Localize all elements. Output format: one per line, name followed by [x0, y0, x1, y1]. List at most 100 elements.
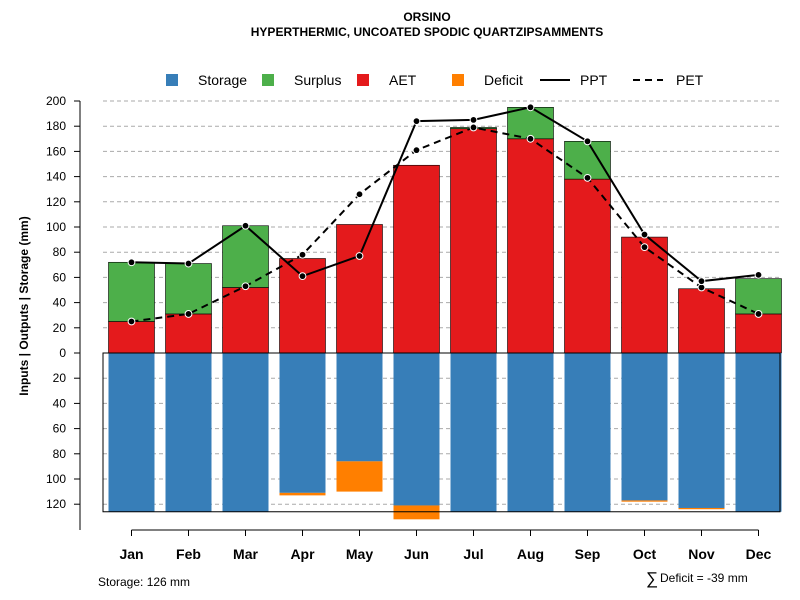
deficit-sum-icon: ∑ — [646, 569, 658, 588]
y-tick-label: 200 — [46, 94, 66, 108]
pet-point — [355, 190, 364, 199]
storage-bar — [621, 353, 668, 501]
y-tick-label: 40 — [53, 396, 67, 410]
ppt-point — [640, 230, 649, 239]
pet-point — [640, 243, 649, 252]
pet-point — [526, 134, 535, 143]
storage-bar — [507, 353, 554, 512]
x-tick-label-sep: Sep — [575, 546, 601, 562]
storage-annotation: Storage: 126 mm — [98, 575, 190, 589]
legend-label-surplus: Surplus — [294, 72, 341, 88]
storage-bar — [678, 353, 725, 508]
deficit-bar — [279, 492, 326, 496]
legend-swatch-surplus — [262, 74, 274, 86]
bars — [102, 107, 782, 520]
axes: 2001801601401201008060402002040608010012… — [46, 94, 772, 562]
y-tick-label: 40 — [53, 296, 67, 310]
chart-subtitle: HYPERTHERMIC, UNCOATED SPODIC QUARTZIPSA… — [251, 25, 603, 39]
ppt-point — [412, 117, 421, 126]
pet-point — [241, 282, 250, 291]
y-tick-label: 0 — [59, 346, 66, 360]
ppt-line — [131, 106, 759, 283]
storage-bar — [564, 353, 611, 512]
deficit-bar — [393, 505, 440, 520]
x-tick-label-feb: Feb — [176, 546, 201, 562]
legend-swatch-aet — [357, 74, 369, 86]
ppt-point — [184, 259, 193, 268]
x-tick-label-jul: Jul — [463, 546, 483, 562]
aet-bar — [165, 313, 212, 354]
x-tick-label-aug: Aug — [517, 546, 544, 562]
pet-point — [469, 123, 478, 132]
y-tick-label: 60 — [53, 270, 67, 284]
y-tick-label: 60 — [53, 422, 67, 436]
legend-swatch-storage — [166, 74, 178, 86]
aet-bar — [564, 178, 611, 354]
legend-label-ppt: PPT — [580, 72, 608, 88]
pet-point — [754, 310, 763, 318]
ppt-point — [697, 277, 706, 286]
ppt-point — [127, 258, 136, 267]
y-tick-label: 120 — [46, 195, 66, 209]
chart-title: ORSINO — [403, 10, 450, 24]
storage-bar — [165, 353, 212, 512]
y-tick-label: 80 — [53, 245, 67, 259]
ppt-point — [469, 116, 478, 124]
legend: Storage Surplus AET Deficit PPT PET — [166, 72, 704, 88]
surplus-bar — [108, 261, 155, 322]
aet-bar — [678, 288, 725, 354]
ppt-point — [526, 103, 535, 112]
storage-bar — [279, 353, 326, 493]
storage-bar — [393, 353, 440, 506]
x-tick-label-may: May — [346, 546, 373, 562]
pet-point — [127, 317, 136, 326]
x-tick-label-jun: Jun — [404, 546, 429, 562]
y-tick-label: 20 — [53, 371, 67, 385]
y-tick-label: 100 — [46, 220, 66, 234]
storage-bar — [336, 353, 383, 462]
ppt-point — [583, 137, 592, 146]
storage-bar — [450, 353, 497, 512]
legend-label-pet: PET — [676, 72, 704, 88]
deficit-annotation: Deficit = -39 mm — [660, 571, 748, 585]
surplus-bar — [507, 107, 554, 140]
aet-bar — [108, 321, 155, 354]
legend-label-storage: Storage — [198, 72, 247, 88]
surplus-bar — [735, 278, 782, 315]
aet-bar — [621, 236, 668, 354]
pet-point — [298, 250, 307, 259]
gridlines — [103, 100, 780, 505]
surplus-bar — [564, 141, 611, 180]
storage-bar — [222, 353, 269, 512]
x-tick-label-oct: Oct — [633, 546, 657, 562]
pet-line — [131, 126, 759, 323]
y-tick-label: 140 — [46, 170, 66, 184]
y-axis-label: Inputs | Outputs | Storage (mm) — [17, 216, 31, 395]
y-tick-label: 120 — [46, 497, 66, 511]
ppt-point — [754, 270, 763, 279]
aet-bar — [507, 138, 554, 354]
deficit-bar — [621, 500, 668, 502]
legend-label-aet: AET — [389, 72, 417, 88]
x-tick-label-dec: Dec — [746, 546, 772, 562]
pet-point — [697, 283, 706, 292]
pet-point — [583, 173, 592, 182]
y-tick-label: 20 — [53, 321, 67, 335]
x-tick-label-jan: Jan — [119, 546, 143, 562]
ppt-point — [298, 272, 307, 281]
aet-bar — [336, 224, 383, 354]
y-tick-label: 160 — [46, 144, 66, 158]
y-tick-label: 100 — [46, 472, 66, 486]
aet-bar — [393, 164, 440, 354]
aet-bar — [450, 128, 497, 354]
legend-label-deficit: Deficit — [484, 72, 523, 88]
deficit-bar — [678, 507, 725, 510]
series-lines — [127, 103, 763, 326]
x-tick-label-mar: Mar — [233, 546, 258, 562]
aet-bar — [222, 287, 269, 354]
pet-point — [412, 146, 421, 155]
legend-swatch-deficit — [452, 74, 464, 86]
x-tick-label-nov: Nov — [688, 546, 715, 562]
ppt-point — [241, 221, 250, 230]
deficit-bar — [336, 461, 383, 492]
